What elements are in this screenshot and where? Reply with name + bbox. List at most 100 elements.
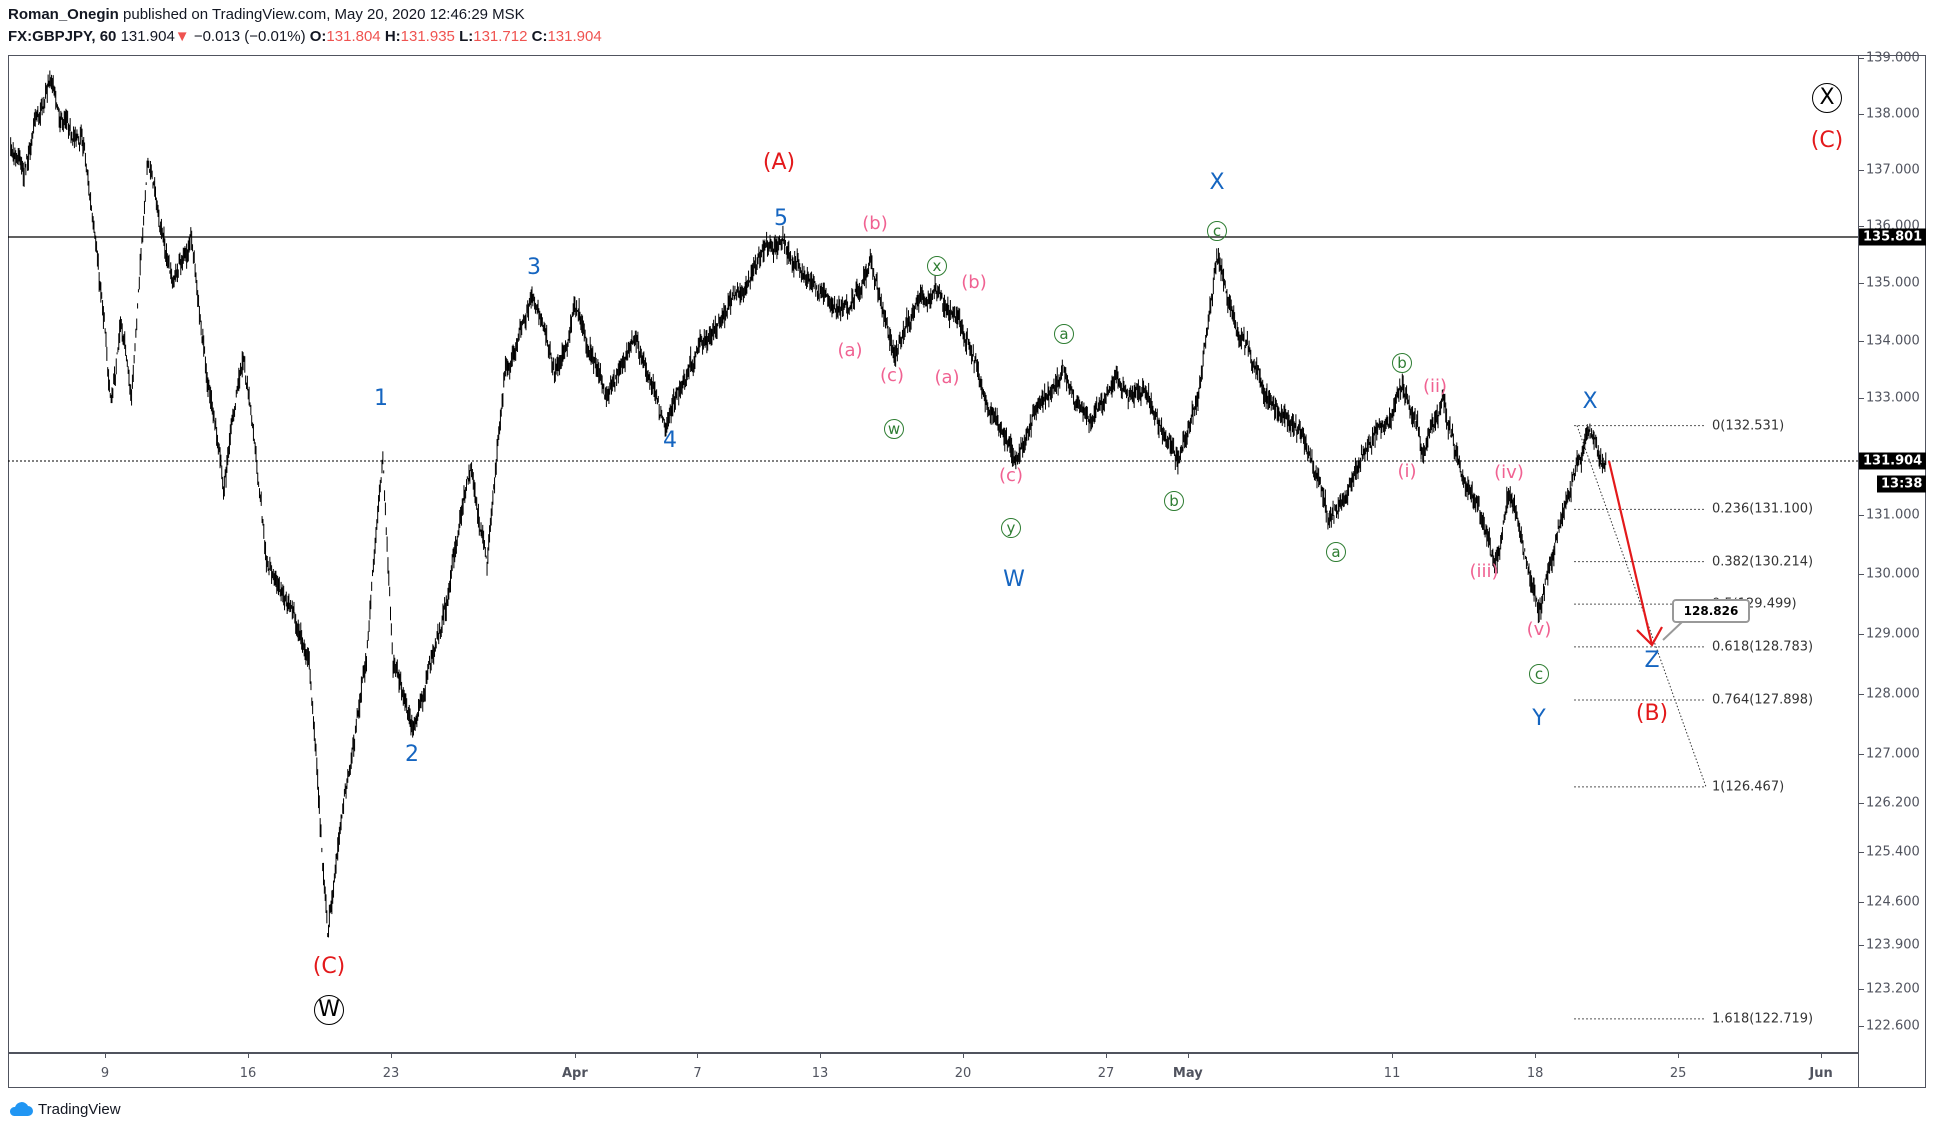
wave-label[interactable]: (C) [1810, 128, 1844, 153]
wave-label[interactable]: (a) [837, 340, 863, 361]
price-tick-mark [1858, 169, 1864, 171]
wave-label[interactable]: (b) [862, 213, 888, 234]
price-tick-mark [1858, 574, 1864, 576]
price-tick-mark [1858, 340, 1864, 342]
price-tick-label: 139.000 [1866, 50, 1920, 66]
price-tick-mark [1858, 398, 1864, 400]
price-tick-mark [1858, 852, 1864, 854]
wave-label[interactable]: Z [1644, 648, 1660, 673]
wave-label[interactable]: 5 [774, 206, 788, 231]
price-change: −0.013 (−0.01%) [193, 28, 306, 45]
price-tick-mark [1858, 1026, 1864, 1028]
circled-wave-label[interactable]: W [314, 995, 344, 1025]
wave-label[interactable]: Y [1532, 706, 1546, 731]
price-tick-label: 137.000 [1866, 162, 1920, 178]
time-tick-label: 20 [954, 1066, 972, 1081]
time-tick-mark [1187, 1053, 1189, 1058]
price-tick-mark [1858, 693, 1864, 695]
wave-label[interactable]: (iii) [1469, 561, 1499, 582]
circled-wave-label[interactable]: y [1001, 518, 1021, 538]
time-tick-label: 27 [1097, 1066, 1115, 1081]
symbol-info: FX:GBPJPY, 60 131.904▼ −0.013 (−0.01%) O… [8, 28, 602, 45]
circled-wave-label[interactable]: b [1392, 353, 1412, 373]
fib-level-label: 1(126.467) [1712, 779, 1785, 795]
fib-level-label: 0(132.531) [1712, 418, 1785, 434]
chart-plot-area[interactable] [8, 55, 1858, 1053]
wave-label[interactable]: (C) [312, 954, 346, 979]
price-tick-label: 138.000 [1866, 106, 1920, 122]
wave-label[interactable]: (b) [961, 272, 987, 293]
circled-wave-label[interactable]: w [884, 419, 904, 439]
low-label: L: [459, 28, 474, 45]
circled-wave-label[interactable]: a [1326, 542, 1346, 562]
wave-label[interactable]: (ii) [1422, 376, 1448, 397]
price-tick-mark [1858, 803, 1864, 805]
fib-level-label: 1.618(122.719) [1712, 1011, 1814, 1027]
price-tick-mark [1858, 226, 1864, 228]
circled-wave-label[interactable]: c [1207, 221, 1227, 241]
circled-wave-label[interactable]: c [1529, 664, 1549, 684]
wave-label[interactable]: X [1582, 389, 1598, 414]
time-tick-label: 16 [239, 1066, 257, 1081]
wave-label[interactable]: (B) [1635, 701, 1669, 726]
wave-label[interactable]: 3 [527, 255, 541, 280]
callout-pointer [1662, 621, 1694, 641]
time-tick-mark [248, 1053, 249, 1058]
time-tick-label: 13 [811, 1066, 829, 1081]
wave-label[interactable]: (a) [934, 367, 960, 388]
price-axis[interactable] [1858, 55, 1926, 1088]
wave-label[interactable]: 1 [374, 386, 388, 411]
wave-label[interactable]: (c) [880, 365, 904, 386]
price-tick-label: 130.000 [1866, 566, 1920, 582]
time-tick-label: 11 [1383, 1066, 1401, 1081]
price-tick-label: 126.200 [1866, 795, 1920, 811]
time-axis[interactable] [8, 1053, 1858, 1088]
price-callout[interactable]: 128.826 [1672, 599, 1750, 623]
author[interactable]: Roman_Onegin [8, 6, 119, 23]
fib-level-label: 0.764(127.898) [1712, 692, 1814, 708]
last-price: 131.904 [120, 28, 175, 45]
open-value: 131.804 [326, 28, 381, 45]
time-tick-label: 25 [1669, 1066, 1687, 1081]
close-value: 131.904 [547, 28, 602, 45]
tradingview-logo[interactable]: TradingView [8, 1101, 121, 1118]
high-label: H: [384, 28, 401, 45]
time-tick-mark [963, 1053, 965, 1058]
price-tick-label: 128.000 [1866, 686, 1920, 702]
fib-level-label: 0.382(130.214) [1712, 554, 1814, 570]
circled-wave-label[interactable]: a [1054, 324, 1074, 344]
circled-wave-label[interactable]: b [1164, 491, 1184, 511]
time-tick-mark [820, 1053, 822, 1058]
open-label: O: [309, 28, 327, 45]
symbol: FX:GBPJPY, 60 [8, 28, 117, 45]
time-tick-label: 7 [693, 1066, 702, 1081]
wave-label[interactable]: W [1003, 567, 1025, 592]
wave-label[interactable]: X [1209, 170, 1225, 195]
time-tick-mark [1535, 1053, 1537, 1058]
down-arrow-icon: ▼ [174, 28, 190, 45]
circled-wave-label[interactable]: X [1812, 83, 1842, 113]
low-value: 131.712 [473, 28, 528, 45]
wave-label[interactable]: (iv) [1494, 462, 1524, 483]
price-tick-label: 135.000 [1866, 275, 1920, 291]
fib-level-label: 0.618(128.783) [1712, 639, 1814, 655]
publish-info: Roman_Onegin published on TradingView.co… [8, 6, 525, 23]
price-tick-label: 133.000 [1866, 390, 1920, 406]
hline-price-tag: 135.801 [1859, 228, 1927, 246]
wave-label[interactable]: 2 [405, 742, 419, 767]
wave-label[interactable]: (A) [762, 150, 796, 175]
price-tick-label: 134.000 [1866, 333, 1920, 349]
time-tick-label: May [1172, 1066, 1203, 1081]
wave-label[interactable]: (c) [999, 465, 1023, 486]
price-tick-mark [1858, 988, 1864, 990]
price-tick-mark [1858, 901, 1864, 903]
price-tick-label: 124.600 [1866, 894, 1920, 910]
wave-label[interactable]: (v) [1526, 619, 1552, 640]
close-label: C: [531, 28, 548, 45]
high-value: 131.935 [400, 28, 455, 45]
circled-wave-label[interactable]: x [927, 256, 947, 276]
wave-label[interactable]: (i) [1397, 461, 1417, 482]
price-tick-mark [1858, 515, 1864, 517]
wave-label[interactable]: 4 [663, 428, 677, 453]
time-tick-mark [1678, 1053, 1680, 1058]
